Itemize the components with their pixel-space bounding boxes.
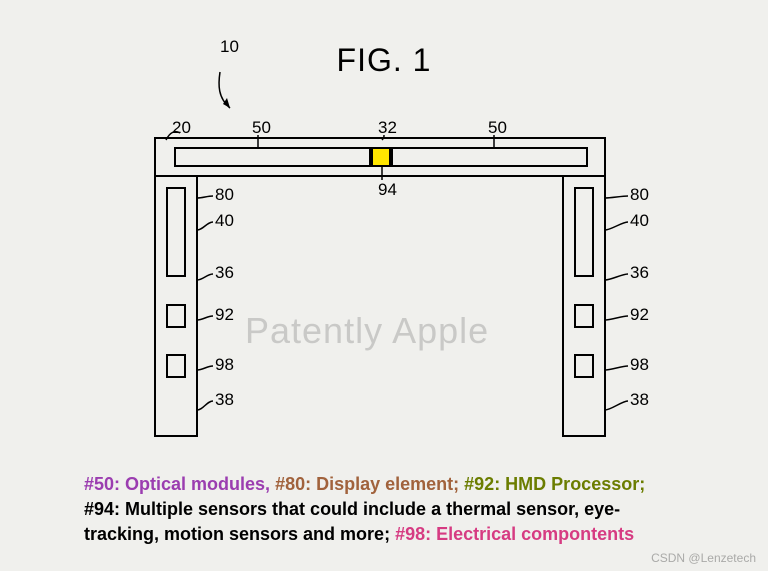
svg-text:80: 80: [215, 185, 234, 204]
svg-text:38: 38: [630, 390, 649, 409]
svg-text:38: 38: [215, 390, 234, 409]
svg-text:92: 92: [215, 305, 234, 324]
svg-text:50: 50: [252, 118, 271, 137]
svg-text:40: 40: [630, 211, 649, 230]
svg-text:20: 20: [172, 118, 191, 137]
svg-text:32: 32: [378, 118, 397, 137]
svg-text:36: 36: [630, 263, 649, 282]
svg-text:98: 98: [630, 355, 649, 374]
svg-text:10: 10: [220, 37, 239, 56]
svg-text:50: 50: [488, 118, 507, 137]
svg-text:98: 98: [215, 355, 234, 374]
svg-text:80: 80: [630, 185, 649, 204]
svg-text:94: 94: [378, 180, 397, 199]
svg-text:40: 40: [215, 211, 234, 230]
credit-text: CSDN @Lenzetech: [651, 551, 756, 565]
watermark-text: Patently Apple: [245, 310, 489, 352]
svg-text:92: 92: [630, 305, 649, 324]
svg-text:36: 36: [215, 263, 234, 282]
legend-caption: #50: Optical modules, #80: Display eleme…: [84, 472, 684, 548]
